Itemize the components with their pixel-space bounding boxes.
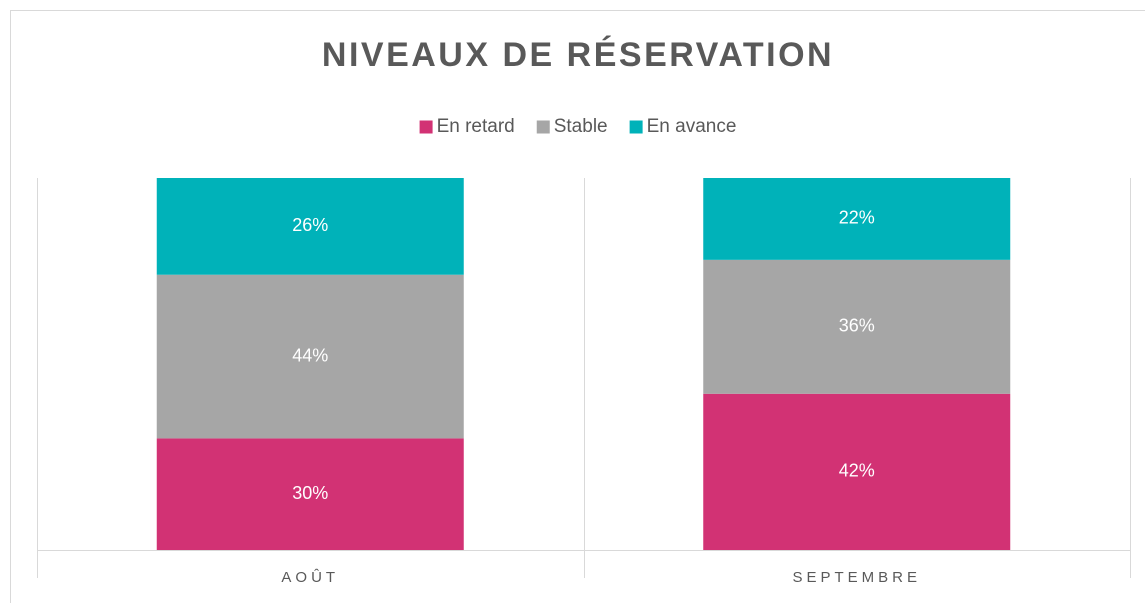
legend-label: En retard <box>437 116 515 137</box>
bar-segment <box>703 178 1011 260</box>
legend-label: Stable <box>554 116 608 137</box>
bar-segment <box>703 259 1011 394</box>
x-tick-label: AOÛT <box>281 569 339 586</box>
data-label: 36% <box>839 316 875 336</box>
data-label: 42% <box>839 461 875 481</box>
data-label: 30% <box>292 483 328 503</box>
chart-title: NIVEAUX DE RÉSERVATION <box>322 36 834 74</box>
legend-label: En avance <box>647 116 737 137</box>
data-label: 26% <box>292 215 328 235</box>
bar-segment <box>156 274 464 439</box>
legend-swatch <box>419 120 433 134</box>
legend-swatch <box>629 120 643 134</box>
bar-segment <box>156 438 464 550</box>
x-tick-label: SEPTEMBRE <box>792 569 921 586</box>
legend-swatch <box>536 120 550 134</box>
bar-segment <box>156 178 464 275</box>
data-label: 22% <box>839 208 875 228</box>
data-label: 44% <box>292 345 328 365</box>
bar-segment <box>703 393 1011 550</box>
